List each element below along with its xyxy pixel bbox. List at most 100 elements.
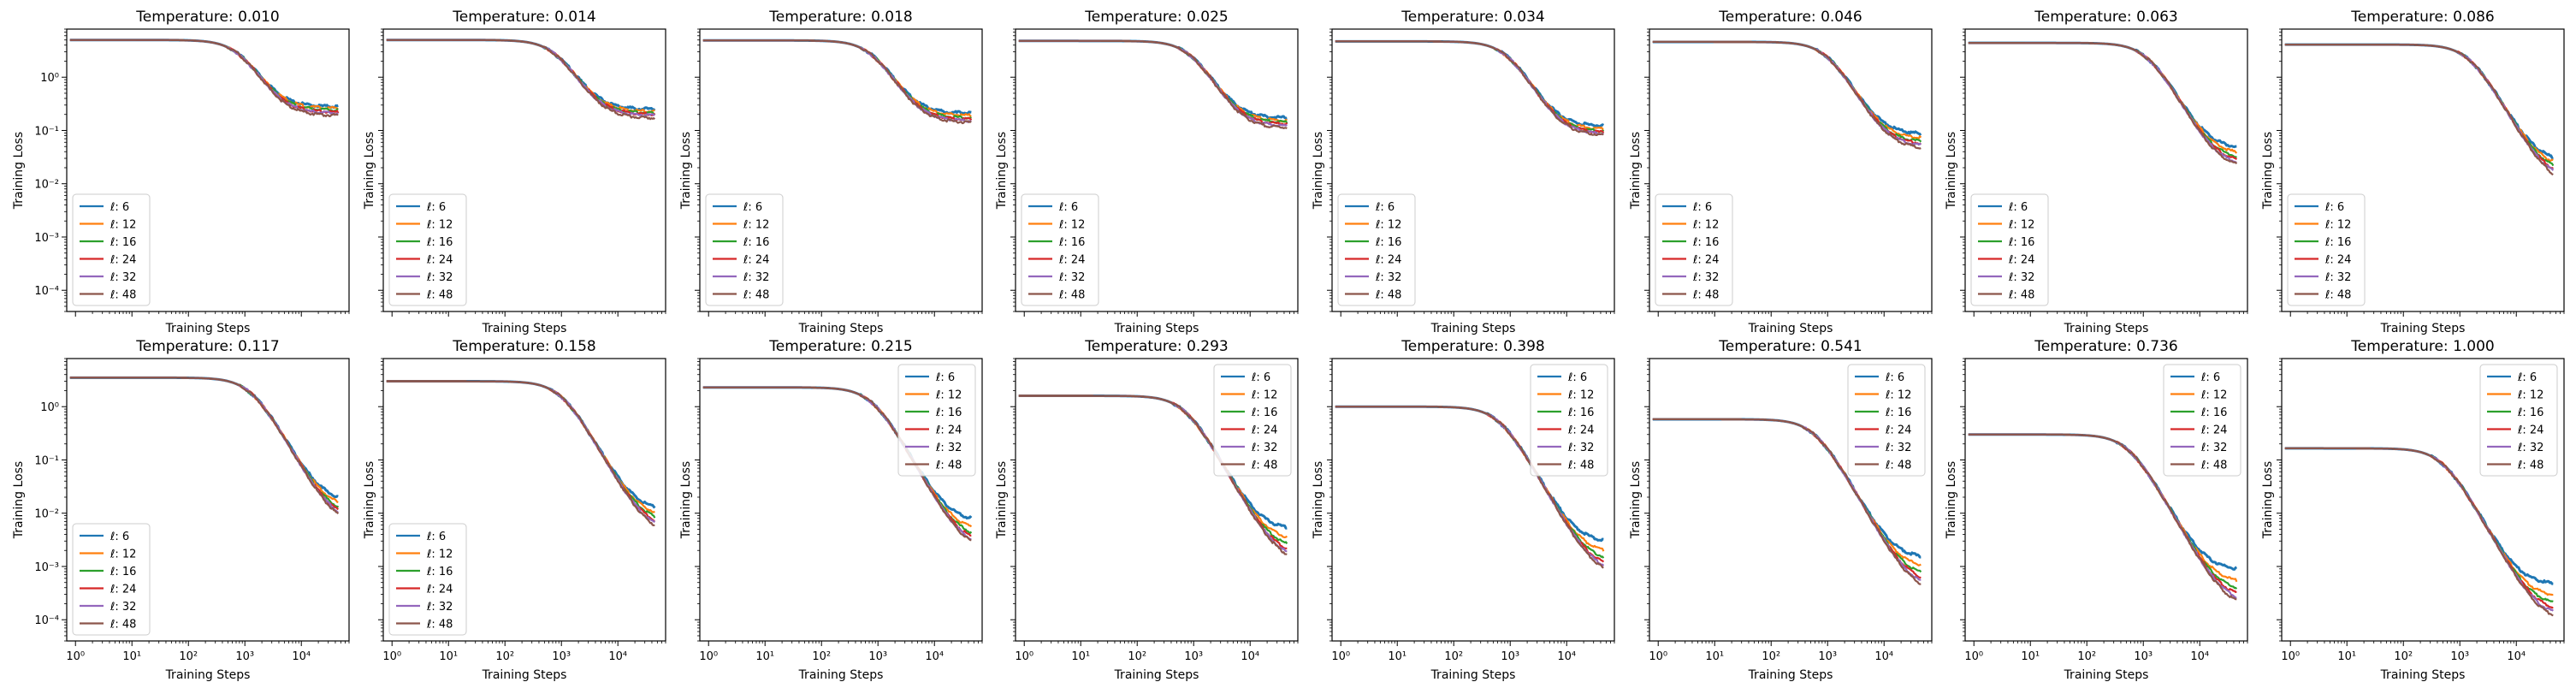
legend-box (1337, 193, 1416, 306)
legend-entry: ℓ: 48 (426, 619, 453, 632)
y-axis-label: Training Loss (995, 132, 1009, 210)
legend-entry: ℓ: 24 (1567, 424, 1594, 437)
x-axis-label: Training Steps (1430, 668, 1516, 682)
legend-entry: ℓ: 32 (426, 271, 453, 284)
legend: ℓ: 6 ℓ: 12 ℓ: 16 ℓ: 24 ℓ: 32 ℓ: 48 (1655, 193, 1733, 306)
x-tick-label: 10⁴ (1874, 650, 1893, 663)
legend: ℓ: 6 ℓ: 12 ℓ: 16 ℓ: 24 ℓ: 32 ℓ: 48 (388, 523, 467, 636)
y-axis-label: Training Loss (363, 132, 376, 210)
x-tick-label: 10³ (1501, 650, 1519, 663)
y-tick-label: 10⁰ (40, 72, 59, 85)
legend-box (72, 193, 151, 306)
series-line-2 (69, 377, 339, 503)
legend-entry: ℓ: 12 (1692, 219, 1719, 232)
series-line-5 (1968, 42, 2237, 163)
legend-entry: ℓ: 12 (935, 389, 962, 402)
legend-entry: ℓ: 12 (110, 549, 136, 561)
x-axis-label: Training Steps (2064, 322, 2149, 335)
x-axis-label: Training Steps (165, 322, 251, 335)
series-line-3 (2284, 43, 2555, 167)
y-axis-label: Training Loss (1312, 132, 1325, 210)
series-line-1 (2284, 43, 2554, 159)
y-axis-label: Training Loss (2261, 132, 2275, 210)
legend-entry: ℓ: 16 (935, 406, 962, 419)
legend: ℓ: 6 ℓ: 12 ℓ: 16 ℓ: 24 ℓ: 32 ℓ: 48 (1213, 364, 1292, 477)
series-line-1 (1968, 41, 2237, 149)
x-tick-label: 10³ (1184, 650, 1203, 663)
x-tick-label: 10¹ (1705, 650, 1724, 663)
series-line-5 (1652, 40, 1922, 146)
legend-entry: ℓ: 6 (1251, 371, 1270, 384)
legend: ℓ: 6 ℓ: 12 ℓ: 16 ℓ: 24 ℓ: 32 ℓ: 48 (2287, 193, 2366, 306)
y-tick-label: 10⁻³ (34, 232, 59, 245)
y-axis-label: Training Loss (1629, 461, 1643, 539)
legend-entry: ℓ: 6 (1692, 201, 1712, 214)
x-axis-label: Training Steps (1430, 322, 1516, 335)
legend: ℓ: 6 ℓ: 12 ℓ: 16 ℓ: 24 ℓ: 32 ℓ: 48 (388, 193, 467, 306)
legend-box (1021, 193, 1099, 306)
legend-entry: ℓ: 6 (2324, 201, 2344, 214)
legend-entry: ℓ: 24 (2517, 424, 2543, 437)
series-line-2 (2284, 43, 2554, 163)
subplot-16: Temperature: 1.000 10⁰ 10¹ 10² 10³ 10⁴ Trainin… (2261, 338, 2565, 682)
subplot-3: Temperature: 0.018 Training Steps Training… (679, 9, 983, 335)
plot-area (1331, 28, 1615, 312)
x-tick-label: 10⁰ (1015, 650, 1033, 663)
x-tick-label: 10³ (552, 650, 571, 663)
legend-entry: ℓ: 24 (1692, 254, 1719, 267)
legend-entry: ℓ: 16 (2517, 406, 2543, 419)
subplot-8: Temperature: 0.086 Training Steps Training… (2261, 9, 2565, 335)
series-line-6 (1968, 433, 2237, 601)
legend-entry: ℓ: 32 (2200, 442, 2227, 454)
legend-entry: ℓ: 24 (426, 254, 453, 267)
legend-entry: ℓ: 24 (1375, 254, 1401, 267)
subplot-title: Temperature: 0.293 (1084, 338, 1229, 355)
y-tick-label: 10⁻⁴ (34, 614, 59, 627)
legend-entry: ℓ: 16 (1567, 406, 1594, 419)
y-axis-label: Training Loss (1945, 132, 1958, 210)
legend-entry: ℓ: 32 (2517, 442, 2543, 454)
legend-entry: ℓ: 24 (743, 254, 769, 267)
x-tick-label: 10¹ (1071, 650, 1090, 663)
legend-entry: ℓ: 6 (1885, 371, 1904, 384)
x-tick-label: 10⁴ (292, 650, 311, 663)
legend-box (2163, 364, 2241, 477)
x-tick-label: 10⁰ (66, 650, 85, 663)
legend: ℓ: 6 ℓ: 12 ℓ: 16 ℓ: 24 ℓ: 32 ℓ: 48 (1021, 193, 1099, 306)
legend: ℓ: 6 ℓ: 12 ℓ: 16 ℓ: 24 ℓ: 32 ℓ: 48 (897, 364, 976, 477)
x-tick-label: 10¹ (2337, 650, 2356, 663)
series-line-3 (69, 39, 339, 113)
legend-entry: ℓ: 16 (2008, 236, 2034, 249)
series-line-1 (69, 39, 339, 110)
legend-entry: ℓ: 6 (2200, 371, 2220, 384)
legend-entry: ℓ: 12 (2517, 389, 2543, 402)
series-line-4 (69, 377, 340, 511)
legend-entry: ℓ: 16 (426, 566, 453, 578)
series-line-3 (69, 377, 340, 509)
legend-entry: ℓ: 6 (426, 531, 446, 543)
legend-box (1970, 193, 2049, 306)
series-line-1 (1335, 39, 1605, 128)
legend-box (388, 193, 467, 306)
legend-entry: ℓ: 48 (2324, 289, 2351, 302)
legend-box (897, 364, 976, 477)
legend-entry: ℓ: 24 (1058, 254, 1085, 267)
legend-entry: ℓ: 32 (2008, 271, 2034, 284)
legend-entry: ℓ: 12 (1885, 389, 1911, 402)
plot-area (66, 28, 350, 312)
x-axis-label: Training Steps (2380, 668, 2466, 682)
legend-entry: ℓ: 12 (2324, 219, 2351, 232)
series-line-4 (1968, 42, 2238, 161)
legend-entry: ℓ: 24 (2200, 424, 2227, 437)
subplot-title: Temperature: 0.063 (2034, 9, 2178, 26)
x-tick-label: 10² (495, 650, 514, 663)
legend-entry: ℓ: 48 (1251, 460, 1277, 472)
x-tick-label: 10⁴ (2507, 650, 2526, 663)
y-tick-label: 10⁻² (34, 179, 59, 192)
legend: ℓ: 6 ℓ: 12 ℓ: 16 ℓ: 24 ℓ: 32 ℓ: 48 (72, 523, 151, 636)
x-tick-label: 10² (2077, 650, 2096, 663)
legend-entry: ℓ: 6 (1058, 201, 1078, 214)
legend-entry: ℓ: 12 (743, 219, 769, 232)
series-line-1 (69, 376, 339, 499)
legend-entry: ℓ: 48 (110, 619, 136, 632)
